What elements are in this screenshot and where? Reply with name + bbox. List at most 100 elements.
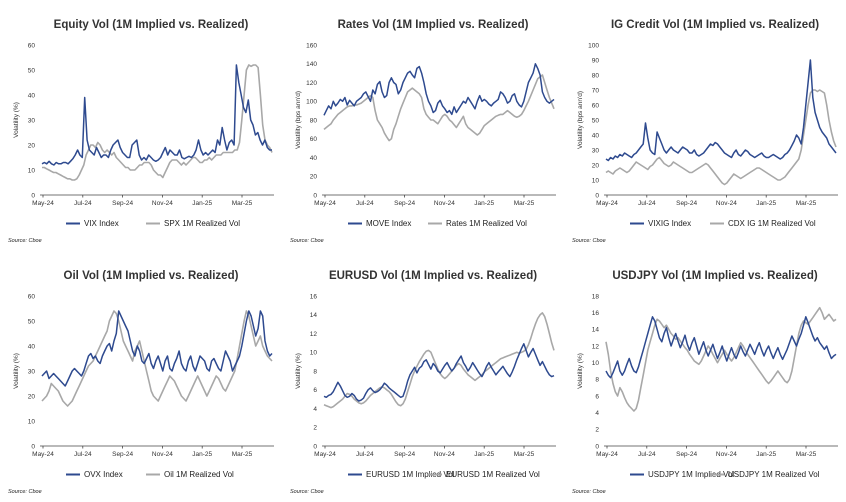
x-tick-label: Nov-24	[434, 200, 455, 207]
x-tick-label: Sep-24	[112, 200, 133, 207]
x-tick-label: May-24	[596, 451, 618, 458]
series-line-realized	[41, 310, 273, 407]
x-tick-label: Jul-24	[638, 451, 656, 458]
y-tick-label: 16	[592, 310, 600, 317]
chart-panel: IG Credit Vol (1M Implied vs. Realized) 0…	[564, 0, 846, 251]
y-tick-label: 60	[28, 42, 36, 49]
series-line-realized	[323, 74, 555, 142]
x-tick-label: Sep-24	[112, 451, 133, 458]
y-tick-label: 4	[313, 406, 317, 413]
legend-label: Oil 1M Realized Vol	[164, 470, 234, 479]
legend-label: EURUSD 1M Implied Vol	[366, 470, 455, 479]
source-note: Source: Cboe	[290, 489, 324, 495]
x-tick-label: Jan-25	[192, 200, 212, 207]
y-tick-label: 10	[592, 360, 600, 367]
x-tick-label: Sep-24	[676, 451, 697, 458]
y-tick-label: 12	[310, 331, 318, 338]
y-tick-label: 20	[28, 142, 36, 149]
y-axis-label: Volatility (%)	[295, 353, 302, 389]
chart-title: Equity Vol (1M Implied vs. Realized)	[54, 19, 249, 31]
series-line-implied	[323, 63, 555, 116]
x-tick-label: Jul-24	[356, 200, 374, 207]
y-tick-label: 0	[313, 443, 317, 450]
y-tick-label: 14	[310, 312, 318, 319]
y-tick-label: 16	[310, 293, 318, 300]
legend-label: VIXIG Index	[648, 219, 691, 228]
legend-label: OVX Index	[84, 470, 123, 479]
x-tick-label: Nov-24	[716, 451, 737, 458]
chart-title: Oil Vol (1M Implied vs. Realized)	[64, 270, 239, 282]
x-tick-label: Jul-24	[356, 451, 374, 458]
x-tick-label: May-24	[32, 200, 54, 207]
y-tick-label: 160	[306, 42, 317, 49]
legend-label: SPX 1M Realized Vol	[164, 219, 240, 228]
y-axis-label: Volatility (%)	[13, 353, 20, 389]
y-tick-label: 40	[28, 343, 36, 350]
y-axis-label: Volatility (%)	[577, 353, 584, 389]
y-tick-label: 0	[595, 192, 599, 199]
chart-svg: EURUSD Vol (1M Implied vs. Realized) 0 2 4 6…	[290, 270, 556, 495]
y-tick-label: 30	[592, 147, 600, 154]
x-tick-label: Jan-25	[474, 451, 494, 458]
x-tick-label: Nov-24	[152, 200, 173, 207]
chart-title: EURUSD Vol (1M Implied vs. Realized)	[329, 270, 537, 282]
y-axis-label: Volatility (%)	[13, 102, 20, 138]
chart-title: USDJPY Vol (1M Implied vs. Realized)	[612, 270, 818, 282]
x-tick-label: Jul-24	[638, 200, 656, 207]
legend-label: CDX IG 1M Realized Vol	[728, 219, 816, 228]
source-note: Source: Cboe	[572, 489, 606, 495]
y-tick-label: 2	[313, 425, 317, 432]
legend-label: Rates 1M Realized Vol	[446, 219, 527, 228]
y-tick-label: 6	[595, 393, 599, 400]
chart-svg: USDJPY Vol (1M Implied vs. Realized) 0 2 4 6…	[572, 270, 838, 495]
y-tick-label: 20	[592, 162, 600, 169]
x-tick-label: Mar-25	[514, 200, 535, 207]
x-tick-label: May-24	[314, 451, 336, 458]
chart-svg: Oil Vol (1M Implied vs. Realized) 0 10 20 30…	[8, 270, 274, 495]
chart-svg: IG Credit Vol (1M Implied vs. Realized) 0…	[572, 19, 838, 244]
x-tick-label: May-24	[596, 200, 618, 207]
y-tick-label: 0	[31, 443, 35, 450]
y-tick-label: 50	[592, 117, 600, 124]
series-line-implied	[41, 64, 272, 166]
y-tick-label: 10	[310, 350, 318, 357]
legend-label: USDJPY 1M Realized Vol	[728, 470, 820, 479]
x-tick-label: Jan-25	[756, 451, 776, 458]
y-tick-label: 50	[28, 318, 36, 325]
y-tick-label: 100	[306, 99, 317, 106]
chart-svg: Rates Vol (1M Implied vs. Realized) 0 20 40…	[290, 19, 556, 244]
source-note: Source: Cboe	[572, 238, 606, 244]
y-tick-label: 0	[31, 192, 35, 199]
y-tick-label: 8	[595, 377, 599, 384]
y-tick-label: 30	[28, 117, 36, 124]
x-tick-label: Sep-24	[676, 200, 697, 207]
x-tick-label: Sep-24	[394, 200, 415, 207]
x-tick-label: May-24	[314, 200, 336, 207]
y-tick-label: 14	[592, 327, 600, 334]
x-tick-label: Mar-25	[232, 200, 253, 207]
series-line-realized	[323, 312, 555, 409]
y-tick-label: 4	[595, 410, 599, 417]
chart-panel: Rates Vol (1M Implied vs. Realized) 0 20 40…	[282, 0, 564, 251]
y-tick-label: 60	[592, 102, 600, 109]
x-tick-label: Nov-24	[434, 451, 455, 458]
series-line-realized	[42, 64, 273, 181]
y-tick-label: 18	[592, 293, 600, 300]
y-tick-label: 80	[310, 117, 318, 124]
y-tick-label: 60	[310, 136, 318, 143]
x-tick-label: Jan-25	[756, 200, 776, 207]
y-tick-label: 70	[592, 87, 600, 94]
x-tick-label: Sep-24	[394, 451, 415, 458]
y-tick-label: 40	[310, 155, 318, 162]
y-tick-label: 12	[592, 343, 600, 350]
y-tick-label: 6	[313, 387, 317, 394]
x-tick-label: Jan-25	[474, 200, 494, 207]
series-line-implied	[41, 310, 273, 387]
chart-panel: USDJPY Vol (1M Implied vs. Realized) 0 2 4 6…	[564, 251, 846, 502]
chart-panel: Oil Vol (1M Implied vs. Realized) 0 10 20 30…	[0, 251, 282, 502]
y-tick-label: 140	[306, 61, 317, 68]
y-axis-label: Volatility (bps ann'd)	[295, 91, 302, 149]
chart-panel: Equity Vol (1M Implied vs. Realized) 0 10 2…	[0, 0, 282, 251]
y-tick-label: 50	[28, 67, 36, 74]
x-tick-label: Nov-24	[152, 451, 173, 458]
